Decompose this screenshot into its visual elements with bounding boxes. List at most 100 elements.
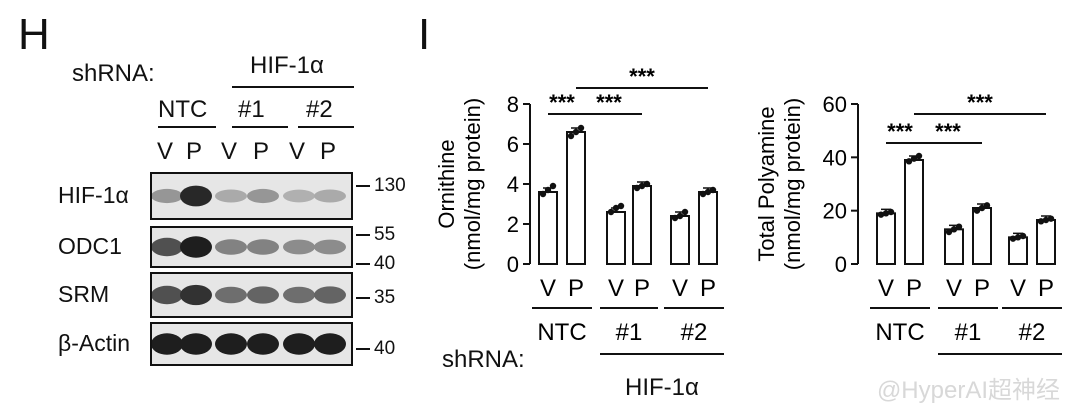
data-point	[910, 155, 918, 162]
blot-band	[215, 189, 247, 203]
blot-band	[180, 333, 212, 355]
data-point	[1047, 215, 1055, 222]
blot-band	[247, 239, 279, 255]
data-point	[983, 202, 991, 209]
panel-letter-h: H	[18, 10, 50, 59]
blot-band	[215, 286, 247, 304]
protein-label: SRM	[58, 281, 110, 307]
shrna-label: shRNA:	[72, 60, 155, 87]
group-line-1	[232, 126, 288, 128]
category-label: V	[608, 275, 624, 302]
data-point	[1037, 218, 1045, 225]
panel-letter-i: I	[418, 10, 431, 59]
lane-label: P	[186, 138, 203, 165]
data-point	[549, 182, 557, 190]
data-point	[567, 132, 575, 140]
mw-label: 130	[374, 175, 406, 196]
blot-strip	[150, 226, 353, 268]
bar	[538, 191, 558, 265]
data-point	[955, 223, 963, 230]
blot-strip	[150, 322, 353, 366]
mw-label: 40	[374, 253, 396, 274]
blot-band	[314, 333, 346, 355]
y-axis-label: Total Polyamine	[754, 106, 779, 261]
significance-label: ***	[629, 64, 655, 89]
data-point	[643, 180, 651, 188]
group-label: #2	[681, 319, 708, 346]
blot-band	[180, 236, 212, 258]
y-tick-label: 0	[835, 252, 847, 277]
data-point	[671, 214, 679, 222]
y-tick-label: 6	[507, 132, 519, 157]
data-point	[704, 188, 712, 196]
data-point	[1019, 232, 1027, 240]
lane-label: V	[221, 138, 238, 165]
bar	[904, 159, 924, 265]
group-label-2: #2	[306, 96, 333, 123]
blot-band	[283, 333, 315, 355]
lane-label: V	[289, 138, 306, 165]
blot-band	[283, 239, 315, 255]
mw-label: 55	[374, 224, 396, 245]
category-label: V	[540, 275, 556, 302]
bar	[670, 215, 690, 265]
mw-tick	[356, 263, 370, 265]
hif-group-line	[232, 86, 354, 88]
y-tick-label: 2	[507, 212, 519, 237]
bar	[972, 207, 992, 265]
data-point	[882, 210, 890, 217]
blot-band	[152, 285, 183, 305]
y-tick-label: 0	[507, 252, 519, 277]
significance-label: ***	[549, 90, 575, 115]
category-label: V	[672, 275, 688, 302]
y-tick-label: 40	[823, 145, 847, 170]
mw-label: 40	[374, 338, 396, 359]
category-label: P	[568, 275, 584, 302]
y-axis-label: Ornithine	[434, 139, 459, 228]
data-point	[978, 204, 986, 212]
data-point	[544, 186, 552, 194]
y-tick-label: 20	[823, 199, 847, 224]
bar	[876, 212, 896, 265]
category-label: P	[634, 275, 650, 302]
data-point	[633, 184, 641, 192]
blot-band	[152, 188, 183, 204]
significance-label: ***	[967, 90, 993, 115]
protein-label: HIF-1α	[58, 182, 129, 208]
category-label: P	[700, 275, 716, 302]
significance-label: ***	[887, 119, 913, 144]
lane-label: V	[157, 138, 174, 165]
group-label: #1	[955, 319, 982, 346]
data-point	[950, 226, 958, 233]
data-point	[699, 190, 707, 198]
mw-tick	[356, 185, 370, 187]
blot-band	[247, 188, 279, 204]
data-point	[577, 124, 585, 132]
blot-strip	[150, 272, 353, 318]
y-axis-label: (nmol/mg protein)	[460, 98, 485, 270]
group-label: NTC	[537, 319, 586, 346]
blot-band	[314, 286, 346, 304]
bar	[632, 185, 652, 265]
blot-strip	[150, 172, 353, 220]
significance-label: ***	[935, 119, 961, 144]
blot-band	[247, 333, 279, 355]
group-label-ntc: NTC	[158, 96, 208, 123]
blot-band	[180, 185, 212, 207]
lane-label: P	[320, 138, 337, 165]
blot-band	[152, 237, 183, 257]
mw-tick	[356, 234, 370, 236]
category-label: P	[1038, 275, 1054, 302]
bar	[606, 211, 626, 265]
data-point	[638, 182, 646, 190]
bar	[1036, 219, 1056, 265]
bar	[566, 131, 586, 265]
mw-tick	[356, 348, 370, 350]
data-point	[617, 202, 625, 210]
mw-tick	[356, 297, 370, 299]
data-point	[1042, 216, 1050, 224]
blot-band	[180, 284, 212, 306]
shrna-label-i: shRNA:	[442, 346, 525, 373]
data-point	[945, 228, 953, 236]
